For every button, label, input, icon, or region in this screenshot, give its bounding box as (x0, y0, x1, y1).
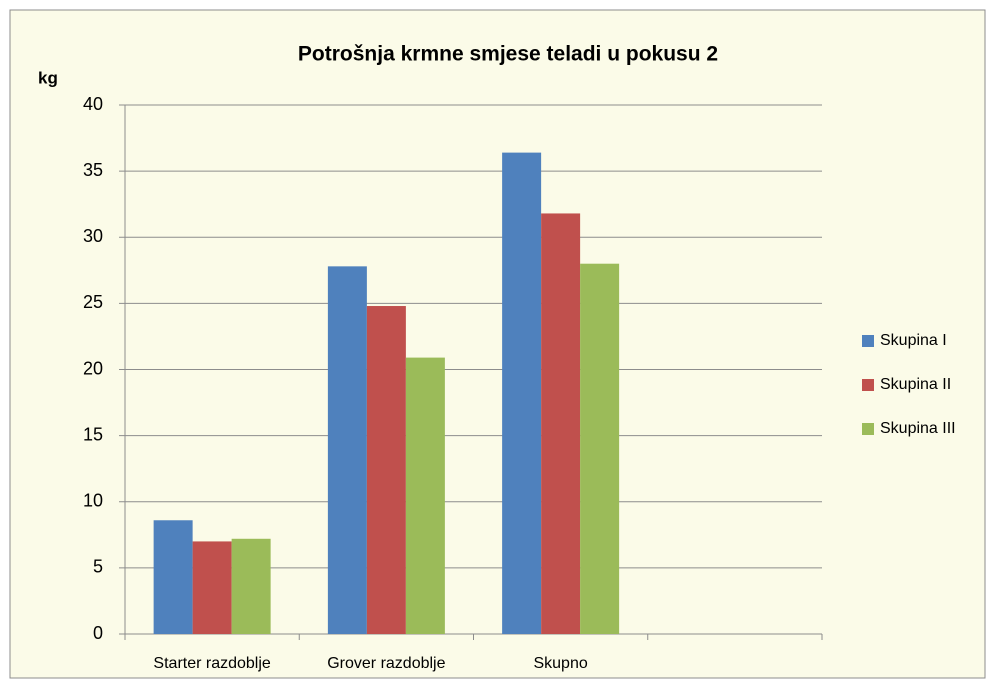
bar (366, 306, 406, 634)
chart-title: Potrošnja krmne smjese teladi u pokusu 2 (298, 43, 718, 66)
y-tick-label: 25 (83, 292, 103, 312)
bar (192, 541, 232, 634)
bar (405, 357, 445, 634)
y-tick-label: 30 (83, 226, 103, 246)
legend-swatch (862, 335, 874, 347)
y-tick-label: 0 (93, 623, 103, 643)
y-tick-label: 10 (83, 491, 103, 511)
bar (541, 213, 581, 634)
bar (580, 263, 620, 634)
bar (231, 538, 271, 634)
y-tick-label: 35 (83, 160, 103, 180)
y-tick-label: 5 (93, 557, 103, 577)
y-tick-label: 40 (83, 94, 103, 114)
bar (153, 520, 193, 634)
bar (502, 152, 542, 635)
x-tick-label: Grover razdoblje (327, 655, 445, 672)
legend-label: Skupina III (880, 420, 956, 437)
y-axis-label: kg (38, 68, 58, 87)
x-tick-label: Starter razdoblje (153, 655, 270, 672)
legend-label: Skupina I (880, 332, 947, 349)
legend-label: Skupina II (880, 376, 951, 393)
legend-swatch (862, 423, 874, 435)
bar (327, 266, 367, 634)
y-tick-label: 15 (83, 424, 103, 444)
x-tick-label: Skupno (533, 655, 587, 672)
legend-swatch (862, 379, 874, 391)
y-tick-label: 20 (83, 358, 103, 378)
